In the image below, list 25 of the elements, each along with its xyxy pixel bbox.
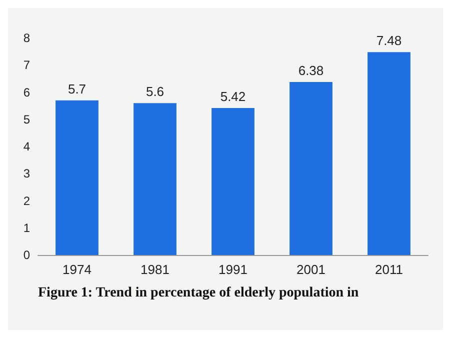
data-label: 6.38 [298,62,324,78]
y-tick-label: 6 [23,85,30,100]
x-tick-label: 2001 [296,262,326,277]
y-tick-label: 2 [23,194,30,208]
data-label: 7.48 [376,33,402,48]
bar [368,52,410,255]
x-tick-label: 1991 [218,262,248,277]
x-tick-label: 2011 [375,262,403,277]
y-tick-label: 3 [23,166,30,181]
bar [56,100,98,255]
y-tick-label: 5 [23,112,30,126]
y-tick-label: 8 [23,31,30,45]
bar [290,82,332,255]
data-label: 5.6 [146,84,164,100]
y-tick-label: 0 [23,248,30,262]
y-tick-label: 7 [23,58,30,72]
bar [134,103,176,255]
data-label: 5.7 [68,81,86,96]
y-tick-label: 1 [23,220,30,235]
bar [212,108,254,255]
data-label: 5.42 [220,88,246,104]
caption: Figure 1: Trend in percentage of elderly population in [38,286,359,300]
x-tick-label: 1981 [140,262,170,277]
y-tick-label: 4 [23,140,30,154]
x-tick-label: 1974 [62,262,92,277]
